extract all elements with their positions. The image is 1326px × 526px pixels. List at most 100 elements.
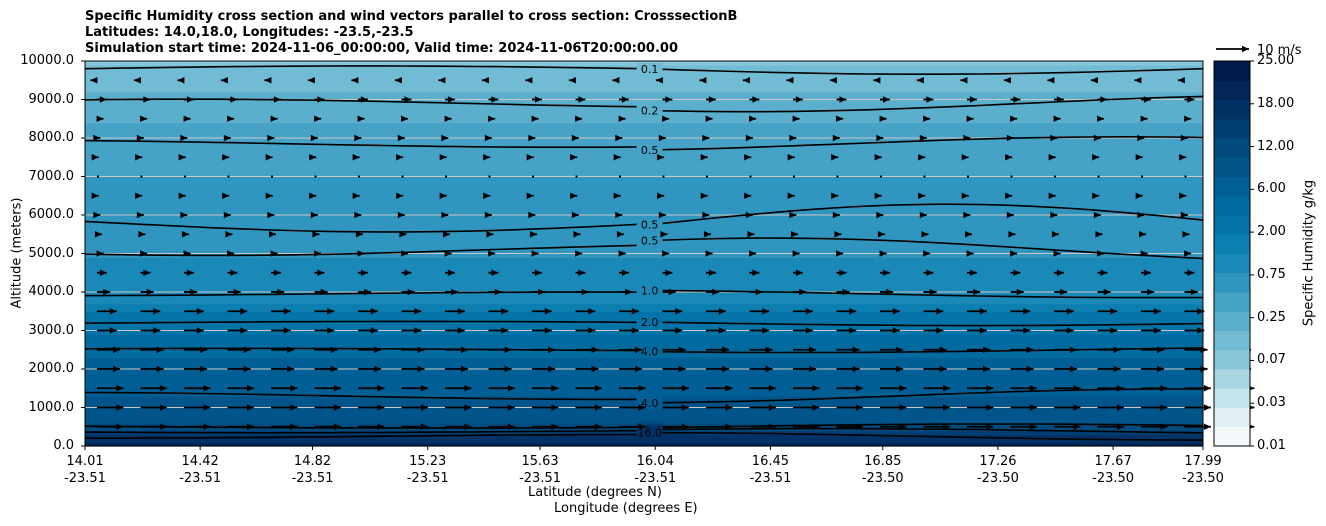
wind-vector-head: [447, 96, 455, 103]
wind-vector-head: [507, 385, 515, 392]
wind-vector-head: [240, 327, 248, 334]
wind-vector-head: [351, 77, 359, 84]
y-axis-label: Altitude (meters): [9, 197, 25, 309]
humidity-band: [85, 122, 1203, 128]
colorbar-tick-label: 0.07: [1257, 352, 1286, 368]
wind-vector-head: [762, 327, 770, 334]
x-tick-label: 17.26 -23.50: [958, 453, 1038, 487]
x-tick-label: 14.82 -23.51: [273, 453, 353, 487]
wind-vector-head: [264, 77, 272, 84]
wind-vector: [836, 175, 839, 178]
wind-vector-head: [222, 154, 230, 161]
wind-vector-head: [1053, 250, 1061, 257]
title-line-1: Specific Humidity cross section and wind…: [85, 9, 738, 24]
wind-vector-head: [1160, 423, 1168, 430]
wind-vector-head: [631, 308, 639, 315]
humidity-band: [85, 411, 1203, 416]
wind-vector-head: [969, 96, 977, 103]
wind-vector: [923, 175, 926, 178]
wind-vector-head: [183, 250, 191, 257]
wind-vector-head: [662, 250, 670, 257]
wind-vector-head: [1066, 327, 1074, 334]
wind-vector-head: [812, 385, 820, 392]
x-tick-label: 17.99 -23.50: [1163, 453, 1243, 487]
wind-vector-head: [979, 327, 987, 334]
wind-vector-head: [960, 77, 968, 84]
wind-vector-head: [942, 385, 950, 392]
wind-vector-head: [879, 115, 887, 122]
wind-vector-head: [1187, 96, 1195, 103]
wind-vector-head: [571, 211, 579, 219]
wind-vector-head: [1095, 231, 1103, 238]
y-tick-label: 2000.0: [28, 361, 75, 376]
wind-vector-head: [327, 308, 335, 315]
wind-vector-head: [457, 327, 465, 334]
humidity-band: [85, 157, 1203, 162]
wind-vector-head: [1050, 134, 1058, 142]
x-tick-lon: -23.51: [634, 471, 677, 486]
wind-vector-head: [705, 115, 713, 122]
wind-vector-head: [612, 77, 620, 84]
wind-vector-head: [916, 77, 924, 84]
wind-vector-head: [1051, 231, 1059, 238]
wind-vector-head: [1048, 154, 1056, 161]
wind-vector-head: [156, 346, 164, 353]
wind-vector-head: [966, 250, 974, 257]
wind-vector-head: [461, 346, 469, 353]
humidity-band: [85, 168, 1203, 174]
wind-vector-head: [631, 327, 639, 334]
wind-vector-head: [588, 308, 596, 315]
wind-vector-head: [200, 365, 208, 373]
wind-vector-head: [531, 250, 539, 257]
wind-vector-head: [616, 231, 624, 238]
wind-vector-head: [882, 269, 890, 276]
wind-vector-head: [1097, 250, 1105, 257]
wind-vector-head: [1016, 288, 1024, 296]
wind-vector-head: [327, 327, 335, 334]
colorbar: [1213, 60, 1254, 447]
wind-vector-head: [354, 134, 362, 142]
wind-vector: [1010, 175, 1013, 178]
wind-vector-head: [233, 288, 241, 296]
wind-vector-head: [399, 231, 407, 238]
humidity-band: [85, 376, 1203, 382]
wind-vector-head: [504, 365, 512, 373]
wind-vector-head: [831, 154, 839, 161]
wind-vector-head: [874, 192, 882, 199]
wind-vector-head: [1143, 96, 1151, 103]
wind-vector-head: [1203, 404, 1211, 411]
wind-vector-head: [223, 134, 231, 142]
wind-vector-head: [178, 154, 186, 161]
wind-vector-head: [594, 404, 602, 411]
contour-label: 0.2: [641, 104, 659, 117]
wind-vector-head: [330, 346, 338, 353]
wind-vector-head: [203, 423, 211, 430]
wind-vector-head: [660, 231, 668, 238]
wind-vector-head: [364, 288, 372, 296]
wind-vector-head: [116, 404, 124, 411]
wind-vector-head: [1056, 96, 1064, 103]
wind-vector-head: [91, 154, 99, 161]
x-tick-lon: -23.51: [64, 471, 106, 486]
wind-vector-head: [481, 77, 489, 84]
wind-vector-head: [678, 346, 686, 353]
wind-vector-head: [464, 423, 472, 430]
wind-vector-head: [1029, 385, 1037, 392]
wind-vector: [749, 175, 752, 178]
wind-vector-head: [986, 404, 994, 411]
wind-vector-head: [1180, 134, 1188, 142]
wind-vector-head: [942, 404, 950, 411]
wind-vector-head: [287, 365, 295, 373]
colorbar-tick-label: 2.00: [1257, 224, 1286, 240]
wind-vector-head: [1137, 211, 1145, 219]
y-tick-label: 7000.0: [28, 168, 75, 184]
humidity-band: [85, 388, 1203, 393]
colorbar-segment: [1214, 157, 1250, 177]
wind-vector-head: [491, 269, 499, 276]
x-tick-lat: 15.23: [409, 454, 447, 469]
wind-vector-head: [681, 423, 689, 430]
wind-vector-head: [99, 269, 107, 276]
wind-vector-head: [414, 308, 422, 315]
wind-vector-head: [578, 96, 586, 103]
